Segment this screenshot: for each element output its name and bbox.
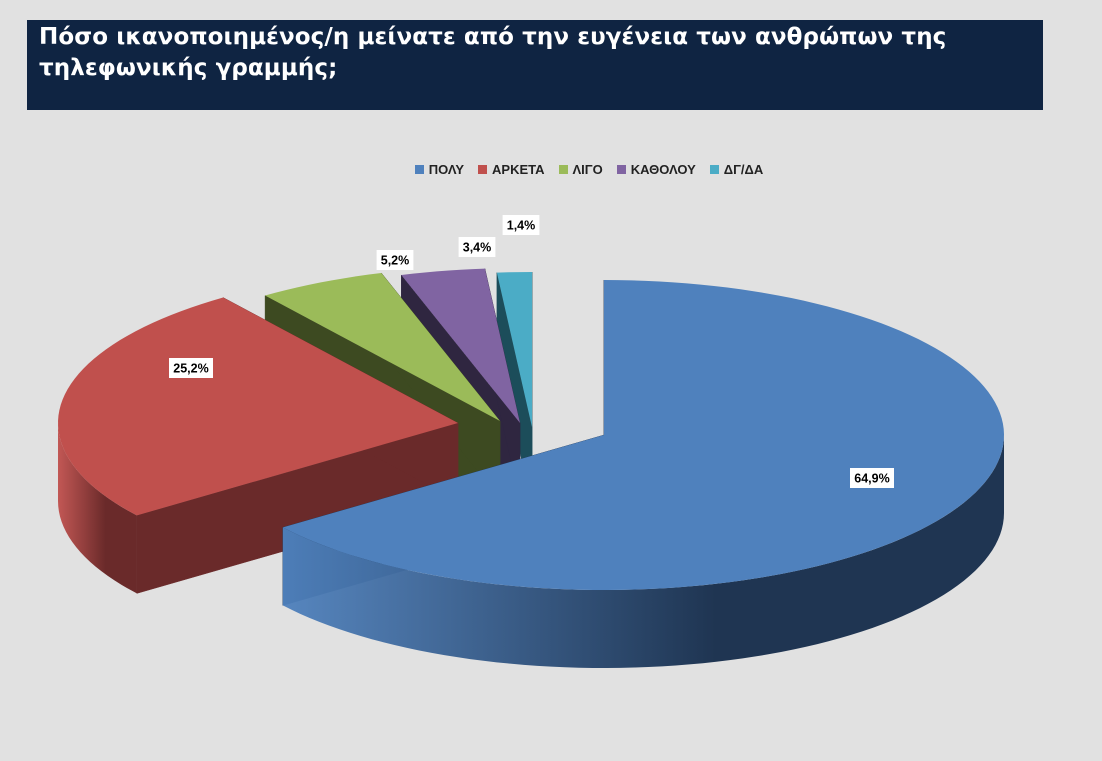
legend-item-2: ΑΡΚΕΤΑ bbox=[478, 159, 545, 179]
pie-slice-top-5 bbox=[496, 272, 532, 427]
data-label-box-5 bbox=[502, 215, 540, 235]
legend-item-4: ΚΑΘΟΛΟΥ bbox=[616, 159, 696, 179]
pie-slice-top-4 bbox=[401, 268, 520, 423]
data-label-text-1: 64,9% bbox=[854, 472, 889, 486]
data-label-text-3: 5,2% bbox=[381, 254, 410, 268]
data-label-text-4: 3,4% bbox=[463, 241, 492, 255]
data-label-text-5: 1,4% bbox=[507, 219, 536, 233]
data-label-3: 5,2% bbox=[376, 250, 414, 270]
legend-item-1: ΠΟΛΥ bbox=[414, 159, 465, 179]
pie-slice-top-3 bbox=[265, 272, 500, 421]
legend-label-5: ΔΓ/ΔΑ bbox=[723, 161, 764, 177]
legend-swatch-1 bbox=[414, 164, 424, 174]
data-label-2: 25,2% bbox=[169, 358, 213, 378]
legend-swatch-3 bbox=[558, 164, 568, 174]
pie-slice-top-2 bbox=[58, 297, 458, 516]
data-label-box-4 bbox=[458, 237, 496, 257]
legend-label-3: ΛΙΓΟ bbox=[572, 161, 603, 177]
data-label-4: 3,4% bbox=[458, 237, 496, 257]
pie-slice-2 bbox=[58, 297, 459, 594]
data-label-box-2 bbox=[169, 358, 213, 378]
pie-slice-1 bbox=[282, 280, 1005, 668]
legend-item-5: ΔΓ/ΔΑ bbox=[709, 159, 764, 179]
data-label-box-1 bbox=[850, 468, 894, 488]
legend-label-4: ΚΑΘΟΛΟΥ bbox=[630, 161, 696, 177]
chart-legend: ΠΟΛΥ ΑΡΚΕΤΑ ΛΙΓΟ ΚΑΘΟΛΟΥ ΔΓ/ΔΑ bbox=[0, 159, 1102, 179]
pie-slice-edge-2 bbox=[58, 423, 137, 594]
legend-label-1: ΠΟΛΥ bbox=[428, 161, 465, 177]
legend-swatch-5 bbox=[709, 164, 719, 174]
chart-title-banner: Πόσο ικανοποιημένος/η μείνατε από την ευ… bbox=[27, 20, 1043, 110]
legend-item-3: ΛΙΓΟ bbox=[558, 159, 603, 179]
data-label-1: 64,9% bbox=[850, 468, 894, 488]
legend-swatch-4 bbox=[616, 164, 626, 174]
chart-title: Πόσο ικανοποιημένος/η μείνατε από την ευ… bbox=[39, 24, 947, 81]
legend-label-2: ΑΡΚΕΤΑ bbox=[492, 161, 545, 177]
pie-slice-top-1 bbox=[282, 280, 1005, 590]
pie-slice-edge-1 bbox=[282, 435, 1005, 668]
legend-swatch-2 bbox=[478, 164, 488, 174]
data-label-text-2: 25,2% bbox=[173, 362, 208, 376]
data-label-box-3 bbox=[376, 250, 414, 270]
data-label-5: 1,4% bbox=[502, 215, 540, 235]
